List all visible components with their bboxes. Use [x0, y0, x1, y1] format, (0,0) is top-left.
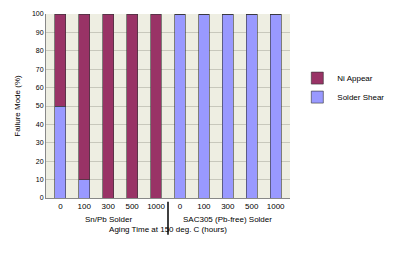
svg-text:Solder Shear: Solder Shear [337, 93, 384, 102]
svg-text:300: 300 [221, 202, 235, 211]
svg-text:100: 100 [78, 202, 92, 211]
svg-text:Sn/Pb Solder: Sn/Pb Solder [85, 215, 132, 224]
svg-text:0: 0 [58, 202, 63, 211]
svg-text:60: 60 [36, 84, 44, 91]
svg-text:SAC305 (Pb-free) Solder: SAC305 (Pb-free) Solder [183, 215, 272, 224]
svg-text:500: 500 [125, 202, 139, 211]
svg-text:0: 0 [40, 194, 44, 201]
svg-text:80: 80 [36, 47, 44, 54]
svg-text:30: 30 [36, 139, 44, 146]
svg-text:100: 100 [32, 10, 44, 17]
svg-text:40: 40 [36, 121, 44, 128]
svg-text:90: 90 [36, 29, 44, 36]
svg-text:1000: 1000 [147, 202, 165, 211]
svg-text:20: 20 [36, 158, 44, 165]
svg-text:70: 70 [36, 66, 44, 73]
svg-text:100: 100 [197, 202, 211, 211]
svg-text:300: 300 [102, 202, 116, 211]
svg-text:50: 50 [36, 102, 44, 109]
svg-text:Failure Mode (%): Failure Mode (%) [13, 75, 22, 137]
svg-text:0: 0 [178, 202, 183, 211]
svg-text:10: 10 [36, 176, 44, 183]
svg-text:Ni Appear: Ni Appear [337, 74, 372, 83]
svg-text:1000: 1000 [267, 202, 285, 211]
svg-text:Aging Time at 150 deg. C (hour: Aging Time at 150 deg. C (hours) [109, 225, 227, 234]
svg-text:500: 500 [245, 202, 259, 211]
